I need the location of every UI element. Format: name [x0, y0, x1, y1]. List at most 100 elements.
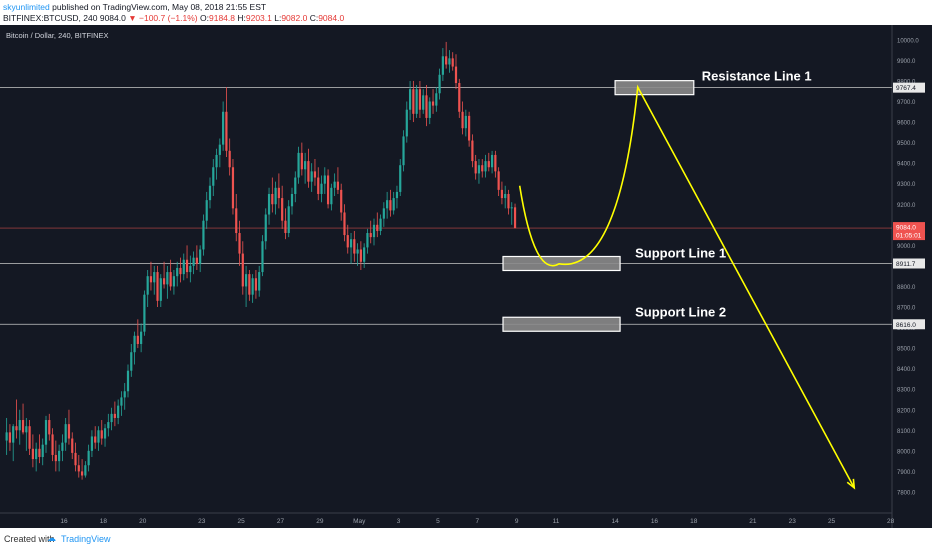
candle-body [304, 161, 307, 170]
candle-body [146, 276, 149, 295]
candle-body [500, 189, 504, 199]
candle-body [313, 171, 317, 178]
candle-body [225, 111, 228, 151]
candle-body [218, 144, 221, 155]
symbol-label: BITFINEX:BTCUSD, 240 [3, 13, 98, 23]
candle-body [340, 189, 343, 213]
down-arrow-icon: ▼ [128, 13, 137, 23]
projection-line [518, 84, 855, 489]
candle-body [238, 233, 241, 254]
tradingview-logo-icon[interactable]: ☁ [47, 533, 56, 543]
low-label: L: [274, 13, 282, 23]
candle-body [418, 89, 422, 110]
candle-body [320, 183, 323, 194]
candle-body [31, 448, 34, 460]
candle-body [333, 181, 336, 188]
candle-body [231, 167, 235, 209]
ohlc-line: BITFINEX:BTCUSD, 240 9084.0 ▼ −100.7 (−1… [3, 13, 344, 23]
candle-body [71, 438, 74, 453]
candle-body [363, 247, 366, 262]
time-tick-label: 11 [553, 518, 560, 525]
candle-body [35, 448, 38, 460]
candle-body [117, 405, 120, 418]
price-tick-label: 9600.0 [897, 121, 916, 127]
candle-body [18, 420, 21, 431]
close-label: C: [309, 13, 319, 23]
price-chart[interactable]: Bitcoin / Dollar, 240, BITFINEX Resistan… [0, 25, 932, 528]
candle-body [307, 161, 310, 182]
tradingview-brand[interactable]: TradingView [61, 534, 111, 544]
level-price-tag [893, 258, 925, 269]
candle-body [120, 397, 123, 406]
candle-body [140, 331, 143, 344]
footer: Created with ☁ TradingView [0, 528, 932, 550]
chart-header: skyunlimited published on TradingView.co… [0, 0, 932, 25]
candle-body [192, 257, 195, 266]
candle-body [487, 161, 490, 168]
candle-body [113, 413, 116, 418]
candle-body [441, 56, 444, 75]
candle-body [110, 413, 113, 423]
time-tick-label: 28 [887, 518, 895, 525]
candle-body [471, 140, 474, 162]
candle-body [153, 272, 156, 283]
author-link[interactable]: skyunlimited [3, 2, 50, 12]
candle-body [58, 450, 61, 462]
candle-body [179, 267, 182, 275]
candle-body [67, 424, 71, 439]
candle-body [267, 193, 271, 215]
candle-body [389, 200, 392, 211]
candle-body [15, 426, 18, 431]
candle-body [162, 278, 166, 285]
candle-body [77, 465, 80, 472]
price-tick-label: 7800.0 [897, 490, 916, 496]
candle-body [271, 193, 274, 205]
price-tick-label: 8700.0 [897, 306, 916, 312]
chart-background [0, 25, 932, 528]
candle-body [323, 175, 326, 184]
price-tick-label: 7900.0 [897, 470, 916, 476]
candles [5, 41, 517, 480]
candle-body [126, 370, 130, 392]
candle-body [353, 239, 356, 254]
candle-body [294, 177, 297, 194]
candle-body [12, 426, 15, 443]
level-labels: Resistance Line 1 Support Line 1 Support L… [635, 69, 812, 320]
candle-body [64, 424, 67, 443]
candle-body [130, 352, 133, 371]
time-tick-label: 23 [789, 518, 797, 525]
time-tick-label: 20 [139, 518, 147, 525]
candle-body [100, 430, 103, 439]
price-tick-label: 8000.0 [897, 449, 916, 455]
candle-body [156, 272, 159, 301]
candle-body [346, 235, 349, 248]
candle-body [172, 276, 176, 287]
price-tick-label: 8300.0 [897, 388, 916, 394]
candle-body [461, 111, 464, 129]
price-tick-label: 9300.0 [897, 182, 916, 188]
level-price-tag-text: 8616.0 [896, 322, 916, 329]
low-value: 9082.0 [281, 13, 308, 23]
candle-body [343, 212, 346, 236]
candle-body [382, 208, 385, 219]
candle-body [212, 167, 215, 186]
candle-body [248, 274, 251, 295]
candle-body [379, 218, 382, 231]
candle-body [44, 420, 48, 445]
candle-body [359, 249, 362, 262]
candle-body [326, 175, 330, 205]
candle-body [477, 165, 481, 174]
candle-body [395, 191, 399, 199]
publish-line: skyunlimited published on TradingView.co… [3, 2, 266, 12]
candle-body [182, 259, 185, 275]
candle-body [264, 214, 267, 242]
candle-body [402, 136, 405, 166]
price-tick-label: 8100.0 [897, 429, 916, 435]
time-axis[interactable]: 16 18 20 23 25 27 29 May 3 5 7 9 11 14 16 18 21 23 25 28 [60, 518, 894, 525]
chart-area[interactable]: Bitcoin / Dollar, 240, BITFINEX Resistan… [0, 25, 932, 528]
open-value: 9184.8 [208, 13, 235, 23]
time-tick-label: 23 [198, 518, 206, 525]
created-with-text: Created with [4, 534, 55, 544]
price-axis[interactable]: 7800.0 7900.0 8000.0 8100.0 8200.0 8300.0 8400… [893, 38, 925, 496]
candle-body [254, 278, 258, 291]
